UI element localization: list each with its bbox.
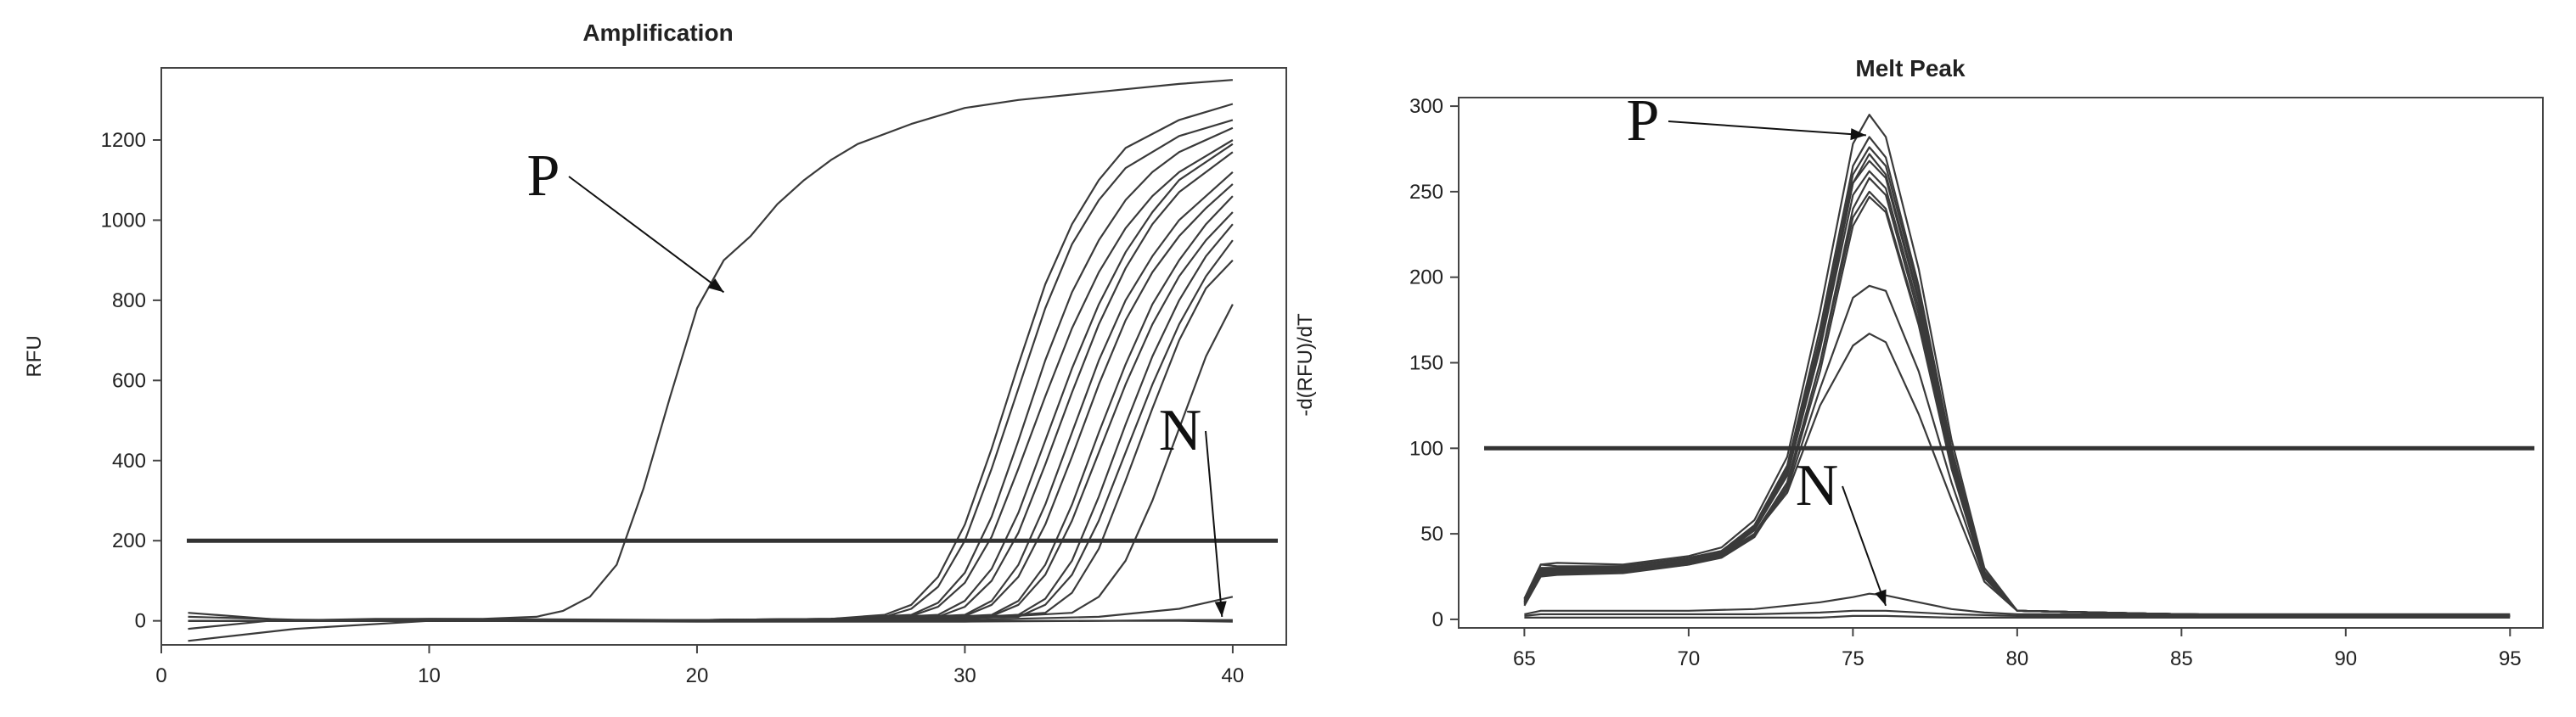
y-tick-label: 200 [112, 529, 146, 552]
y-axis-label: RFU [23, 335, 46, 377]
x-tick-label: 70 [1678, 647, 1701, 670]
annotation-label: P [527, 143, 560, 209]
y-tick-label: 0 [1432, 608, 1443, 631]
y-tick-label: 50 [1420, 523, 1443, 546]
x-tick-label: 10 [418, 664, 441, 687]
y-tick-label: 600 [112, 369, 146, 392]
y-tick-label: 200 [1409, 266, 1443, 289]
annotation-label: N [1796, 453, 1839, 518]
x-tick-label: 20 [686, 664, 709, 687]
amplification-chart: Amplification RFU 0 10 20 30 400200400600800… [23, 20, 1287, 687]
series-line-18 [188, 612, 1233, 622]
y-tick-label: 800 [112, 289, 146, 312]
ticks: 65 70 75 80 85 90 95 0 50 100 150 200 250 300 [1409, 95, 2522, 670]
chart-title: Amplification [582, 20, 733, 46]
annotation-label: N [1159, 398, 1202, 463]
x-tick-label: 85 [2170, 647, 2193, 670]
annotation-arrow [1668, 120, 1866, 137]
x-tick-label: 30 [953, 664, 976, 687]
annotation-arrow [1205, 430, 1223, 618]
y-tick-label: 0 [135, 610, 146, 633]
y-tick-label: 400 [112, 450, 146, 473]
annotation-arrow [1842, 485, 1887, 607]
x-tick-label: 75 [1842, 647, 1865, 670]
series-line-12 [1524, 592, 2511, 616]
y-tick-label: 300 [1409, 95, 1443, 118]
plot-frame [1458, 97, 2544, 629]
y-axis-label: -d(RFU)/dT [1294, 313, 1317, 417]
series-line-13 [1524, 609, 2511, 618]
x-tick-label: 65 [1513, 647, 1536, 670]
y-tick-label: 1000 [101, 209, 146, 232]
x-tick-label: 90 [2334, 647, 2357, 670]
annotation-arrowhead [1214, 601, 1227, 617]
x-tick-label: 80 [2005, 647, 2028, 670]
y-tick-label: 100 [1409, 437, 1443, 460]
annotations: PN [1627, 88, 1887, 607]
annotation-arrowhead [1850, 128, 1866, 141]
series-lines [188, 79, 1234, 642]
annotation-arrowhead [707, 278, 724, 293]
y-tick-label: 250 [1409, 181, 1443, 204]
y-tick-label: 150 [1409, 352, 1443, 375]
x-tick-label: 40 [1222, 664, 1245, 687]
melt-peak-chart: Melt Peak -d(RFU)/dT 65 70 75 80 85 90 95 0 50 10… [1294, 55, 2544, 670]
annotation-arrow [568, 176, 725, 294]
annotations: PN [527, 143, 1227, 618]
x-tick-label: 95 [2499, 647, 2522, 670]
y-tick-label: 1200 [101, 129, 146, 152]
series-line-14 [1524, 614, 2511, 619]
series-line-1 [188, 79, 1233, 630]
annotation-arrowhead [1875, 589, 1887, 606]
plot-frame [160, 67, 1287, 646]
x-tick-label: 0 [155, 664, 166, 687]
series-line-11 [1523, 190, 2511, 618]
series-lines [1523, 114, 2511, 619]
chart-title: Melt Peak [1855, 55, 1966, 81]
annotation-label: P [1627, 88, 1660, 154]
